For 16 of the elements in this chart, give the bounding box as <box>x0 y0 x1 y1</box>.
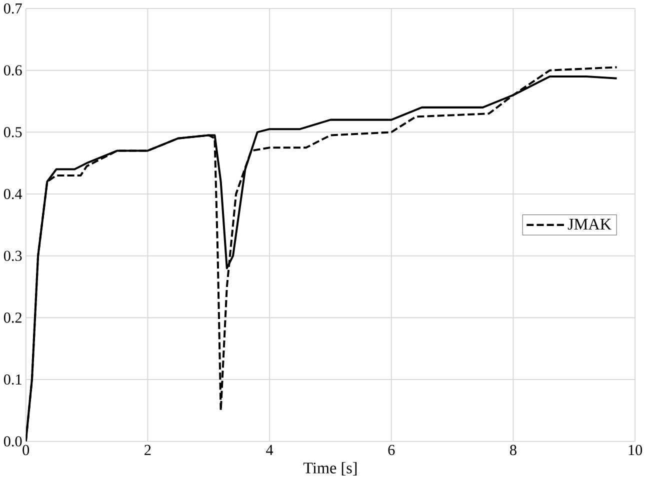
y-tick-label: 0.5 <box>4 127 22 138</box>
x-tick-label: 2 <box>144 445 151 456</box>
y-tick-label: 0.6 <box>4 65 22 76</box>
x-tick-label: 4 <box>266 445 274 455</box>
y-tick-label: 0.4 <box>4 188 22 200</box>
x-tick-label: 0 <box>22 445 30 456</box>
y-tick-label: 0.3 <box>4 250 22 262</box>
y-tick-label: 0.2 <box>4 312 22 323</box>
y-tick-label: 0.0 <box>4 436 22 447</box>
legend-label: JMAK <box>568 218 612 230</box>
y-tick-label: 0.7 <box>4 3 22 14</box>
x-tick-label: 10 <box>628 445 642 456</box>
y-tick-label: 0.1 <box>4 374 22 385</box>
x-tick-label: 8 <box>510 445 516 456</box>
x-tick-label: 6 <box>388 445 395 456</box>
x-axis-title: Time [s] <box>303 462 357 476</box>
